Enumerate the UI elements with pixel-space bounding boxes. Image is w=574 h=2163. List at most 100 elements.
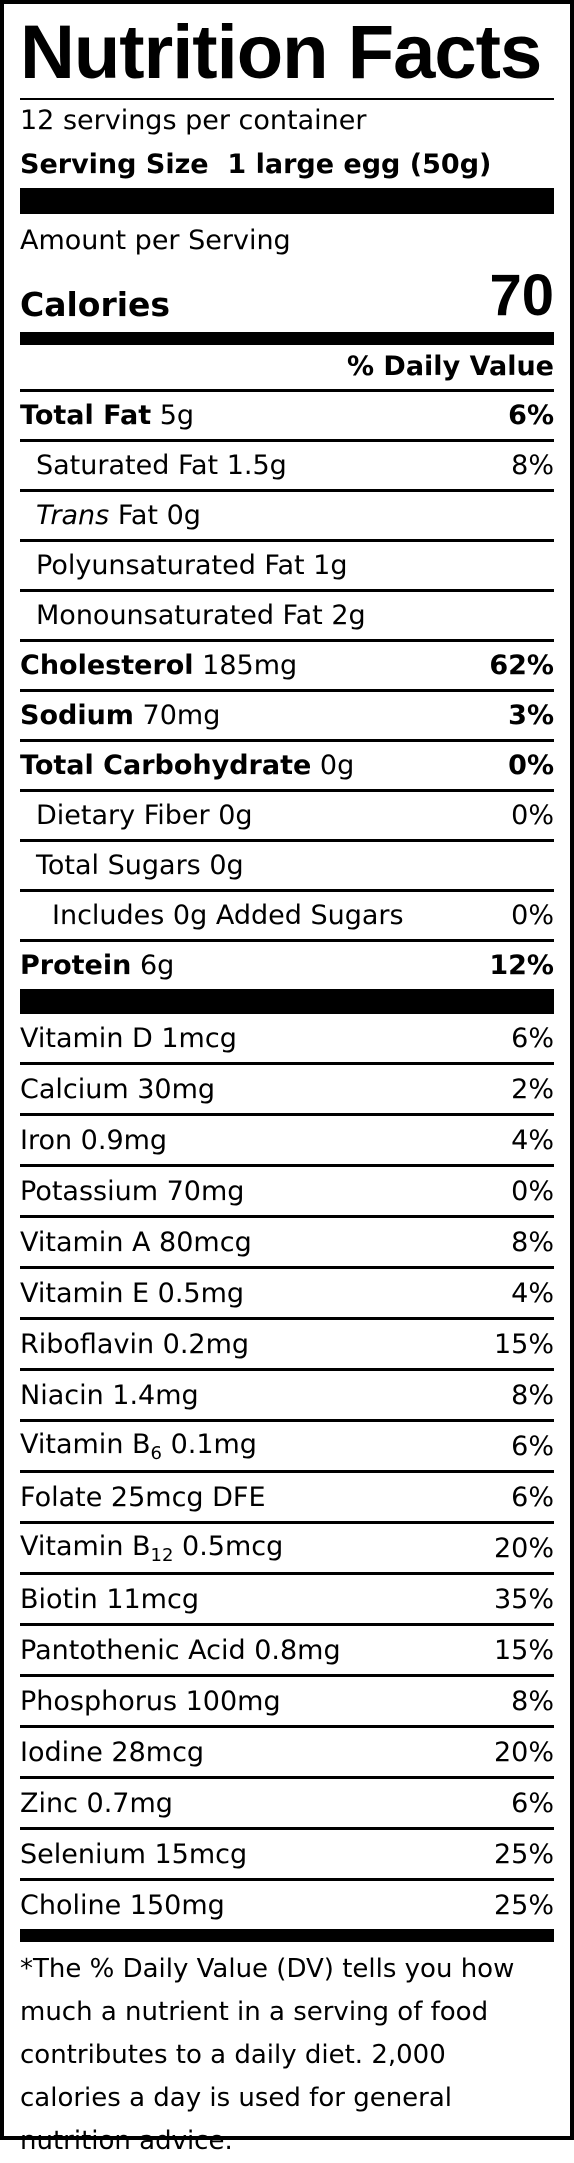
vitamin-row-phosphorus: Phosphorus 100mg 8% [20,1677,554,1725]
divider [20,1623,554,1626]
nutrient-row-saturated-fat: Saturated Fat 1.5g 8% [20,442,554,489]
divider [20,1827,554,1830]
divider [20,1266,554,1269]
nutrient-name: Cholesterol [20,650,194,681]
vitamin-subscript: 6 [150,1442,162,1464]
nutrient-row-added-sugars: Includes 0g Added Sugars 0% [20,892,554,939]
vitamin-row-potassium: Potassium 70mg 0% [20,1167,554,1215]
vitamin-name: Phosphorus 100mg [20,1685,281,1717]
divider [20,439,554,442]
vitamin-dv: 20% [493,1532,554,1564]
nutrient-dv: 12% [489,950,554,981]
divider [20,1674,554,1677]
vitamin-row-vitamin-b6: Vitamin B6 0.1mg 6% [20,1422,554,1470]
nutrient-dv: 8% [511,450,554,481]
divider [20,1878,554,1881]
servings-per-container: 12 servings per container [20,105,367,136]
footnote: *The % Daily Value (DV) tells you how mu… [20,1954,515,2156]
daily-value-header: % Daily Value [346,351,554,382]
nutrient-row-trans-fat: Trans Fat 0g [20,492,554,539]
vitamin-name: Iron 0.9mg [20,1124,168,1156]
vitamin-dv: 4% [511,1277,554,1309]
vitamin-dv: 25% [493,1838,554,1870]
vitamin-name: Pantothenic Acid 0.8mg [20,1634,341,1666]
vitamin-row-selenium: Selenium 15mcg 25% [20,1830,554,1878]
divider [20,589,554,592]
vitamin-dv: 25% [493,1889,554,1921]
nutrient-row-total-sugars: Total Sugars 0g [20,842,554,889]
vitamin-row-iodine: Iodine 28mcg 20% [20,1728,554,1776]
nutrient-name: Fat 0g [109,500,201,531]
vitamin-name: Riboflavin 0.2mg [20,1328,250,1360]
vitamin-dv: 2% [511,1073,554,1105]
vitamin-name: Calcium 30mg [20,1073,216,1105]
divider [20,1776,554,1779]
divider [20,1572,554,1575]
calories-value: 70 [489,263,554,328]
nutrient-dv: 0% [508,750,554,781]
vitamin-name: Biotin 11mcg [20,1583,199,1615]
vitamin-name: Vitamin E 0.5mg [20,1277,245,1309]
nutrient-name: Sodium [20,700,134,731]
vitamin-row-biotin: Biotin 11mcg 35% [20,1575,554,1623]
nutrient-row-dietary-fiber: Dietary Fiber 0g 0% [20,792,554,839]
nutrient-amount: 185mg [202,650,298,681]
divider [20,1317,554,1320]
divider [20,1062,554,1065]
divider [20,939,554,942]
vitamin-dv: 35% [493,1583,554,1615]
divider [20,739,554,742]
amount-per-serving: Amount per Serving [20,225,291,256]
vitamin-name: Vitamin B [20,1428,151,1460]
nutrient-name: Total Sugars 0g [36,850,244,881]
nutrient-dv: 62% [489,650,554,681]
nutrient-name: Saturated Fat 1.5g [36,450,287,481]
vitamin-name: Niacin 1.4mg [20,1379,199,1411]
divider [20,1521,554,1524]
nutrient-row-protein: Protein 6g 12% [20,942,554,989]
nutrient-amount: 0g [319,750,355,781]
vitamin-name: Zinc 0.7mg [20,1787,173,1819]
vitamin-dv: 8% [511,1379,554,1411]
vitamin-amount: 0.5mcg [173,1530,284,1562]
vitamin-amount: 0.1mg [161,1428,257,1460]
divider [20,539,554,542]
vitamin-dv: 20% [493,1736,554,1768]
divider [20,489,554,492]
nutrient-name: Polyunsaturated Fat 1g [36,550,348,581]
thick-divider [20,332,554,345]
divider [20,1470,554,1473]
divider [20,789,554,792]
nutrient-amount: 5g [159,400,195,431]
divider [20,98,554,100]
nutrient-row-polyunsaturated-fat: Polyunsaturated Fat 1g [20,542,554,589]
nutrient-amount: 70mg [142,700,221,731]
vitamin-name: Choline 150mg [20,1889,225,1921]
divider [20,639,554,642]
vitamin-row-zinc: Zinc 0.7mg 6% [20,1779,554,1827]
label-content: Nutrition Facts 12 servings per containe… [20,4,554,2163]
nutrient-name: Total Fat [20,400,152,431]
vitamin-dv: 6% [511,1481,554,1513]
vitamin-dv: 15% [493,1328,554,1360]
thick-divider [20,989,554,1014]
vitamin-dv: 6% [511,1430,554,1462]
vitamin-row-riboflavin: Riboflavin 0.2mg 15% [20,1320,554,1368]
nutrient-row-total-fat: Total Fat 5g 6% [20,392,554,439]
divider [20,839,554,842]
divider [20,1215,554,1218]
divider [20,1164,554,1167]
nutrient-dv: 0% [511,900,554,931]
vitamin-dv: 0% [511,1175,554,1207]
nutrient-dv: 0% [511,800,554,831]
vitamin-dv: 6% [511,1787,554,1819]
calories-label: Calories [20,285,171,324]
nutrient-row-cholesterol: Cholesterol 185mg 62% [20,642,554,689]
divider [20,689,554,692]
nutrient-amount: 6g [139,950,175,981]
thick-divider [20,188,554,214]
nutrient-name: Total Carbohydrate [20,750,312,781]
vitamin-dv: 8% [511,1685,554,1717]
nutrient-name: Dietary Fiber 0g [36,800,253,831]
